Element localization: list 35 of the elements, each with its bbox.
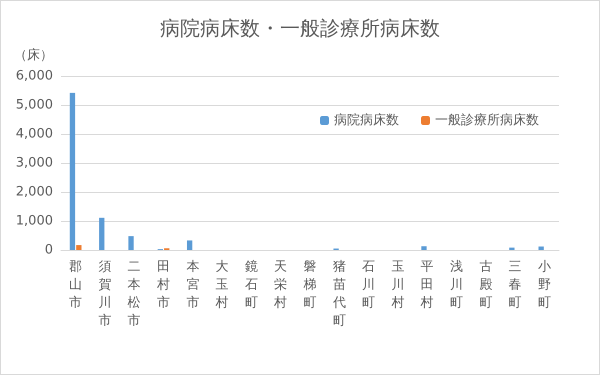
bar xyxy=(538,246,544,250)
y-tick-label: 0 xyxy=(44,242,53,258)
x-tick-label: 磐梯町 xyxy=(302,260,316,310)
x-tick-label: 鏡石町 xyxy=(244,260,258,310)
y-tick-label: 2,000 xyxy=(16,184,53,200)
bar xyxy=(186,240,192,250)
legend-label: 病院病床数 xyxy=(334,113,399,128)
y-axis-title: （床） xyxy=(14,48,53,63)
bar xyxy=(70,92,76,250)
x-tick-label: 石川町 xyxy=(362,260,376,310)
x-tick-label: 大玉村 xyxy=(214,260,229,310)
x-tick-label: 須賀川市 xyxy=(98,260,112,328)
y-tick-label: 6,000 xyxy=(16,68,53,84)
bar xyxy=(128,236,134,250)
y-tick-label: 1,000 xyxy=(16,214,53,228)
bar xyxy=(99,218,104,250)
x-tick-label: 田村市 xyxy=(156,260,170,310)
x-tick-label: 天栄村 xyxy=(273,260,288,310)
x-tick-label: 小野町 xyxy=(538,260,551,310)
y-tick-label: 4,000 xyxy=(16,126,53,142)
x-tick-label: 古殿町 xyxy=(479,260,492,310)
x-tick-label: 浅川町 xyxy=(450,260,463,310)
x-tick-label: 玉川村 xyxy=(390,260,404,310)
x-tick-label: 平田村 xyxy=(420,260,434,310)
x-tick-label: 本宮市 xyxy=(186,260,200,310)
x-tick-label: 猪苗代町 xyxy=(332,260,346,328)
y-tick-label: 3,000 xyxy=(16,156,53,170)
bar xyxy=(421,246,427,250)
x-tick-label: 三春町 xyxy=(508,260,522,310)
y-tick-label: 5,000 xyxy=(16,98,53,112)
chart-title: 病院病床数・一般診療所病床数 xyxy=(160,16,440,40)
x-tick-label: 二本松市 xyxy=(128,260,141,328)
bar xyxy=(76,245,82,250)
legend-label: 一般診療所病床数 xyxy=(435,113,539,128)
x-tick-label: 郡山市 xyxy=(69,260,82,310)
